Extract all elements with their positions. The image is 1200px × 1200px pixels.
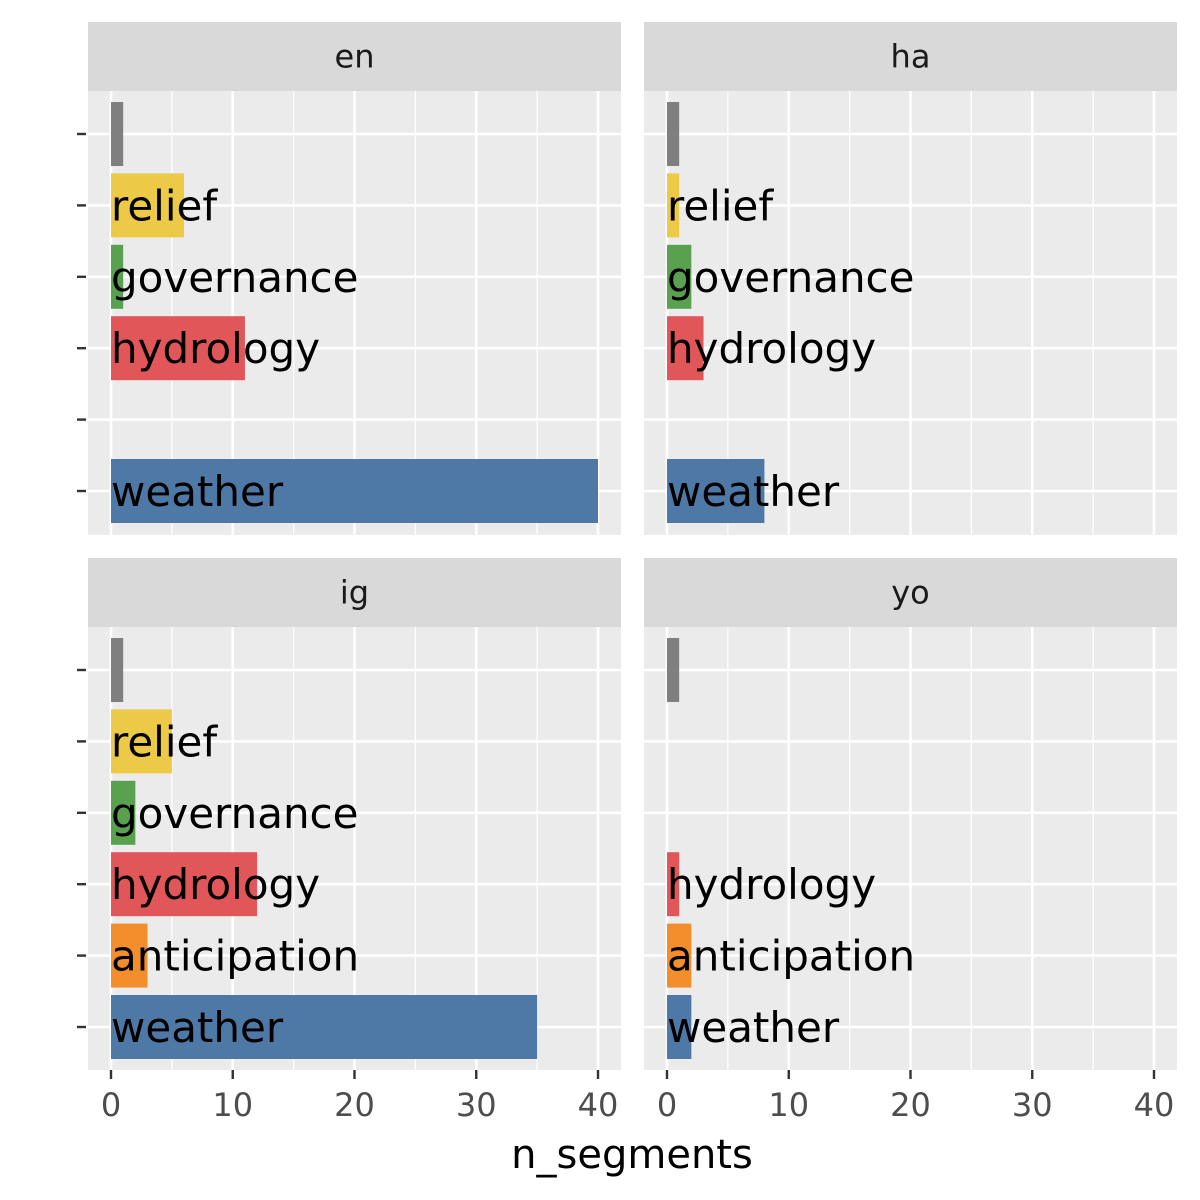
- facet-panel-en: en relief governance hydrology weather: [77, 22, 621, 535]
- facet-strip-label: yo: [891, 574, 930, 612]
- bar-governance-en: [111, 244, 124, 309]
- facet-strip: [88, 22, 621, 91]
- bar-weather-en: [111, 459, 598, 523]
- x-tick-label: 40: [578, 1086, 619, 1124]
- bar-label: hydrology: [667, 860, 876, 909]
- facet-strip: [88, 558, 621, 627]
- bar-anticipation-yo: [667, 923, 692, 988]
- x-tick-label: 30: [1012, 1086, 1053, 1124]
- bar-label: relief: [111, 717, 218, 766]
- bar-label: hydrology: [111, 324, 320, 373]
- bar-unlabeled-yo: [667, 638, 680, 702]
- facet-panel-yo: yo hydrology anticipation weather 0 10 20 30 40: [644, 558, 1177, 1124]
- chart-panels: en relief governance hydrology weather ha reli…: [77, 22, 1177, 1124]
- bar-label: hydrology: [667, 324, 876, 373]
- bar-weather-yo: [667, 995, 692, 1059]
- bar-anticipation-ig: [111, 923, 148, 988]
- bar-label: weather: [667, 1003, 840, 1052]
- x-tick-label: 0: [657, 1086, 677, 1124]
- facet-strip-label: ha: [891, 38, 931, 76]
- x-tick-label: 20: [890, 1086, 931, 1124]
- x-axis-title: n_segments: [511, 1132, 753, 1178]
- bar-governance-ha: [667, 244, 692, 309]
- x-tick-label: 0: [101, 1086, 121, 1124]
- x-tick-label: 10: [212, 1086, 253, 1124]
- x-tick-label: 40: [1134, 1086, 1175, 1124]
- bar-label: relief: [667, 181, 774, 230]
- facet-panel-ig: ig relief governance hydrology anticipation w…: [77, 558, 621, 1124]
- bar-unlabeled-en: [111, 102, 124, 166]
- bar-label: weather: [111, 1003, 284, 1052]
- bar-label: weather: [111, 467, 284, 516]
- x-tick-label: 20: [334, 1086, 375, 1124]
- bar-label: anticipation: [667, 932, 915, 981]
- bar-relief-en: [111, 173, 185, 238]
- bar-hydrology-yo: [667, 852, 680, 917]
- bar-label: relief: [111, 181, 218, 230]
- bar-weather-ig: [111, 995, 538, 1059]
- bar-governance-ig: [111, 780, 136, 845]
- x-tick-label: 30: [456, 1086, 497, 1124]
- bar-label: governance: [667, 253, 915, 302]
- bar-hydrology-ig: [111, 852, 258, 917]
- bar-unlabeled-ha: [667, 102, 680, 166]
- bar-hydrology-ha: [667, 316, 704, 381]
- facet-strip-label: en: [335, 38, 375, 76]
- bar-unlabeled-ig: [111, 638, 124, 702]
- bar-hydrology-en: [111, 316, 245, 381]
- bar-label: governance: [111, 789, 359, 838]
- facet-panel-ha: ha relief governance hydrology weather: [644, 22, 1177, 535]
- bar-label: governance: [111, 253, 359, 302]
- bar-label: weather: [667, 467, 840, 516]
- bar-relief-ig: [111, 709, 172, 774]
- bar-relief-ha: [667, 173, 680, 238]
- bar-weather-ha: [667, 459, 765, 523]
- x-tick-label: 10: [768, 1086, 809, 1124]
- bar-label: anticipation: [111, 932, 359, 981]
- bar-label: hydrology: [111, 860, 320, 909]
- facet-strip-label: ig: [340, 574, 369, 612]
- facet-strip: [644, 22, 1177, 91]
- facet-strip: [644, 558, 1177, 627]
